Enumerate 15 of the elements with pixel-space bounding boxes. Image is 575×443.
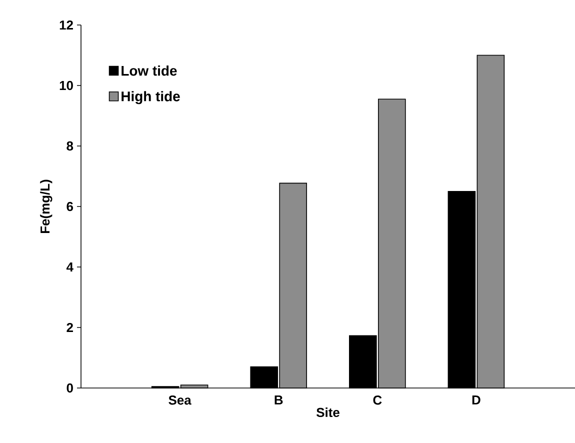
y-axis-title: Fe(mg/L) <box>40 180 52 233</box>
x-tick-label: B <box>274 396 283 404</box>
y-tick-label: 12 <box>60 20 73 30</box>
y-tick-label: 0 <box>66 383 73 393</box>
y-tick-label: 2 <box>66 322 73 332</box>
x-tick-label: D <box>472 396 480 404</box>
x-axis-title: Site <box>316 408 340 418</box>
x-tick-label: Sea <box>168 396 192 405</box>
y-tick-label: 6 <box>66 202 74 212</box>
legend-label: Low tide <box>122 65 177 76</box>
x-tick-label: C <box>373 396 382 405</box>
y-tick-label: 10 <box>60 80 73 90</box>
y-tick-label: 8 <box>66 141 74 151</box>
y-tick-label: 4 <box>66 262 74 272</box>
legend-label: High tide <box>122 91 180 104</box>
